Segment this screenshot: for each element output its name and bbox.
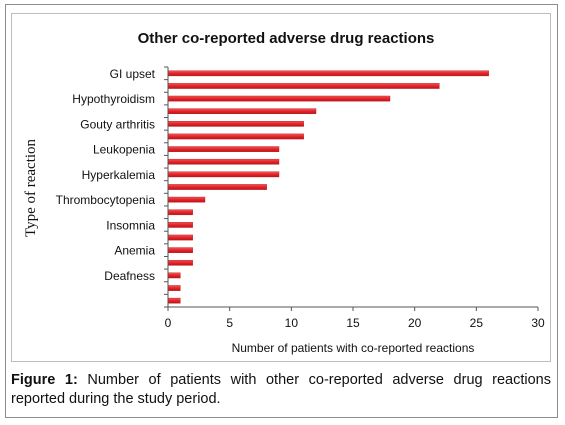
- bar-4: [167, 121, 304, 127]
- bar-14: [167, 247, 193, 253]
- x-tick-label-6: 30: [531, 316, 545, 330]
- category-label-5: Thrombocytopenia: [56, 193, 156, 207]
- category-label-6: Insomnia: [106, 218, 155, 232]
- x-tick-label-5: 25: [470, 316, 484, 330]
- y-axis-label: Type of reaction: [23, 138, 39, 237]
- category-label-0: GI upset: [110, 67, 156, 81]
- x-tick-label-2: 10: [285, 316, 299, 330]
- bar-0: [167, 70, 489, 77]
- bar-10: [167, 196, 206, 203]
- bar-1: [167, 83, 440, 89]
- bar-12: [167, 222, 193, 228]
- category-label-1: Hypothyroidism: [72, 92, 155, 106]
- bar-18: [167, 297, 181, 304]
- x-tick-label-4: 20: [408, 316, 422, 330]
- bar-15: [167, 259, 193, 266]
- category-label-2: Gouty arthritis: [80, 117, 155, 131]
- category-labels-group: GI upset Hypothyroidism Gouty arthritis Leu…: [56, 66, 168, 308]
- x-ticks-group: 0 5 10 15 20 25 30: [165, 307, 545, 330]
- bar-chart: Other co-reported adverse drug reactions…: [23, 30, 545, 355]
- bar-5: [167, 133, 304, 140]
- bar-8: [167, 171, 280, 178]
- category-label-8: Deafness: [104, 269, 155, 283]
- x-axis-label: Number of patients with co-reported reac…: [232, 341, 475, 355]
- bar-6: [167, 146, 280, 152]
- bar-7: [167, 158, 280, 165]
- x-tick-label-3: 15: [346, 316, 360, 330]
- bars-group: [167, 70, 489, 304]
- bar-2: [167, 95, 391, 102]
- chart-title: Other co-reported adverse drug reactions: [138, 30, 435, 47]
- category-label-3: Leukopenia: [93, 143, 155, 157]
- category-label-4: Hyperkalemia: [82, 168, 156, 182]
- caption-text: Number of patients with other co-reporte…: [11, 372, 551, 407]
- bar-3: [167, 108, 317, 115]
- bar-17: [167, 285, 181, 291]
- caption-label: Figure 1:: [11, 372, 78, 388]
- category-label-7: Anemia: [114, 244, 155, 258]
- bar-13: [167, 234, 193, 241]
- bar-16: [167, 272, 181, 279]
- x-tick-label-0: 0: [165, 316, 172, 330]
- bar-9: [167, 184, 267, 190]
- x-tick-label-1: 5: [226, 316, 233, 330]
- bar-11: [167, 209, 193, 216]
- figure-caption: Figure 1: Number of patients with other …: [11, 371, 551, 409]
